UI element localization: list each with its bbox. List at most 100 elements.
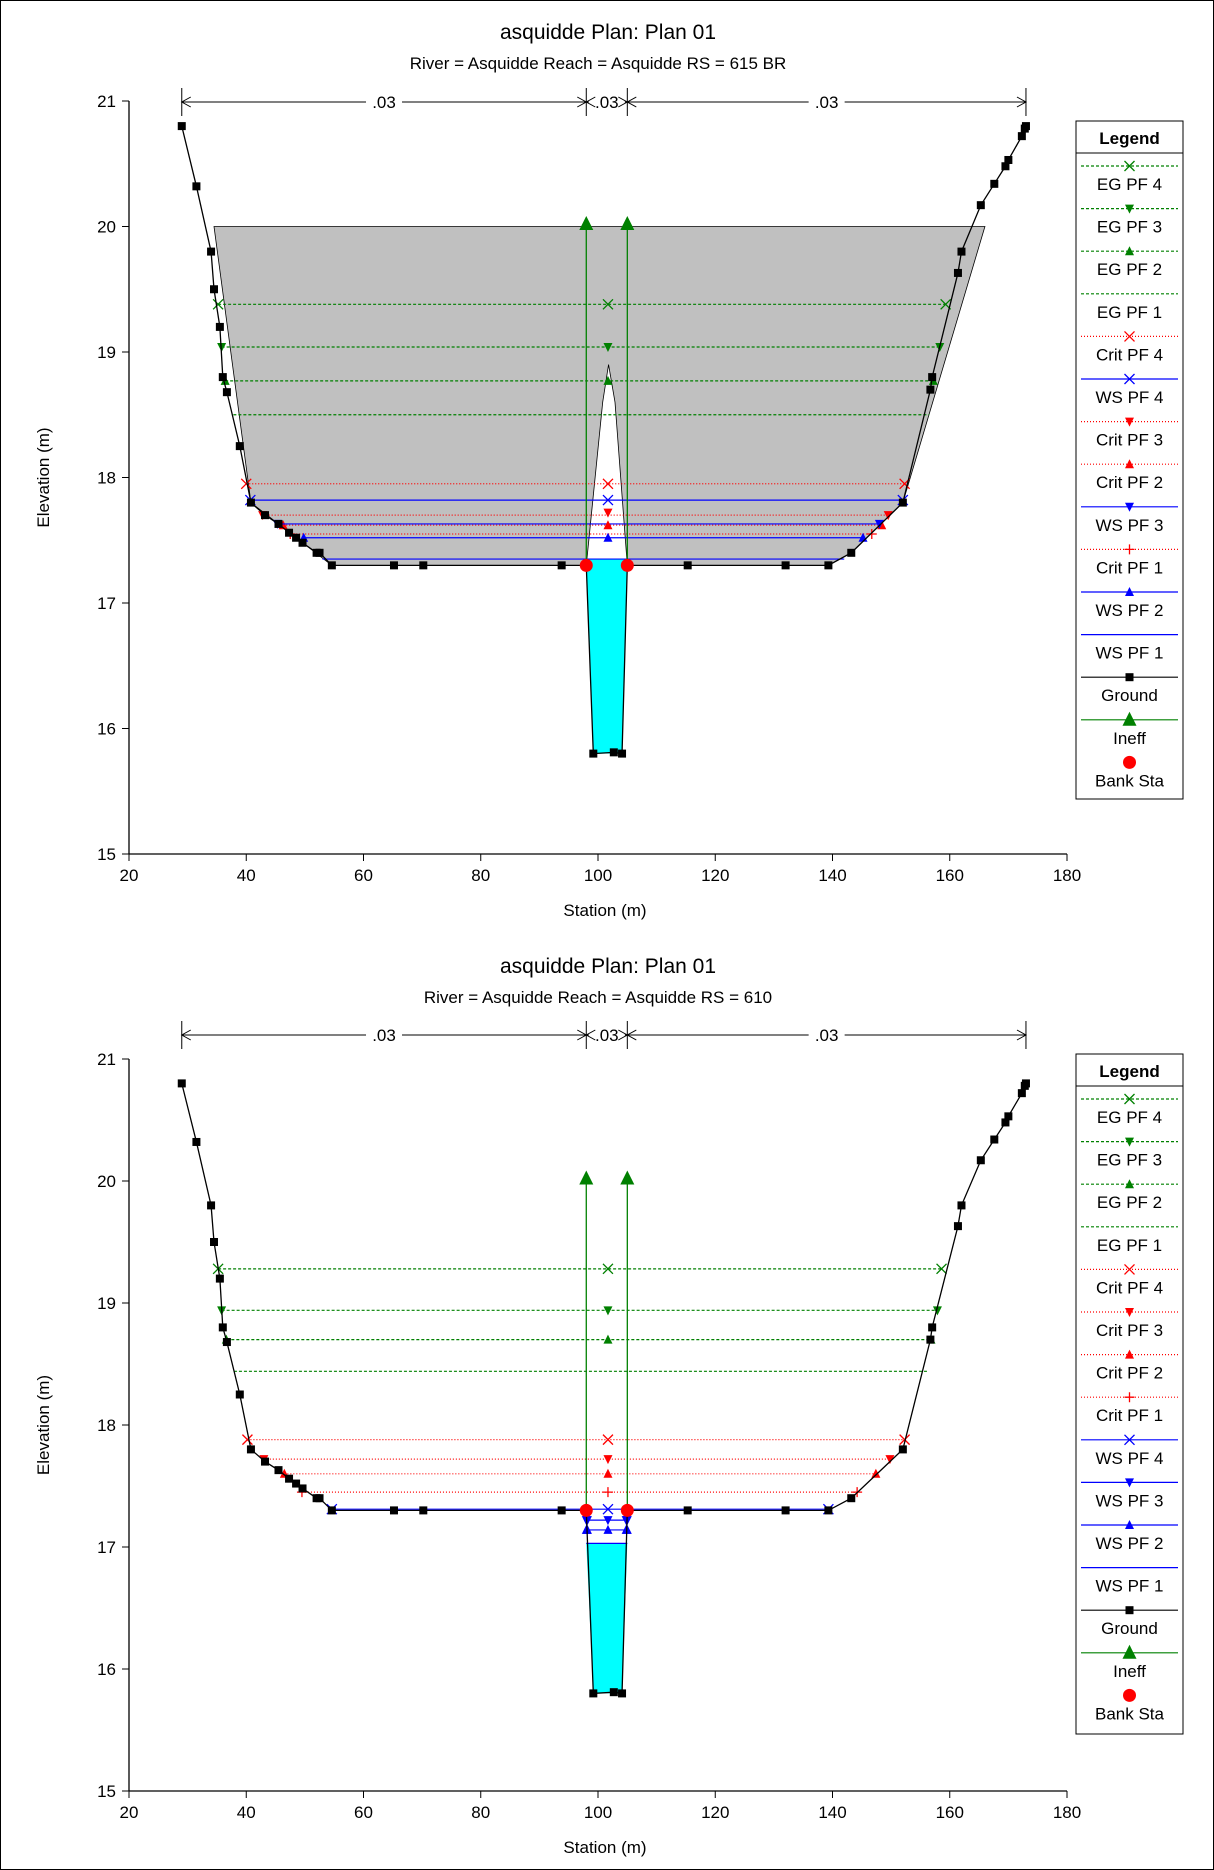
- bank-station: [579, 1503, 593, 1517]
- bank-station: [579, 558, 593, 572]
- n-value-label: .03: [815, 93, 839, 112]
- legend-label: Crit PF 3: [1096, 1321, 1163, 1340]
- ground-point: [207, 1201, 216, 1210]
- legend-marker: [1124, 373, 1135, 385]
- ground-point: [976, 201, 985, 210]
- legend-label: WS PF 2: [1095, 601, 1163, 620]
- legend-marker: [1125, 587, 1134, 596]
- ground-point: [419, 561, 428, 570]
- ground-point: [389, 1506, 398, 1515]
- x-axis-label: Station (m): [563, 1838, 646, 1857]
- ground-point: [315, 548, 324, 557]
- legend: Legend EG PF 4 EG PF 3 EG PF 2 EG PF 1 Crit P…: [1075, 120, 1184, 800]
- center-marker: [602, 1503, 614, 1515]
- x-tick-label: 40: [237, 866, 256, 885]
- ground-point: [953, 268, 962, 277]
- ground-point: [292, 1479, 301, 1488]
- n-arrow: [180, 96, 192, 108]
- ground-point: [1004, 1112, 1013, 1121]
- center-marker: [602, 298, 614, 310]
- legend-marker: [1124, 160, 1135, 172]
- center-marker: [603, 1455, 613, 1465]
- ground-point: [261, 511, 270, 520]
- ground-point: [274, 519, 283, 528]
- center-marker: [602, 1434, 614, 1446]
- center-marker: [582, 1516, 592, 1526]
- x-tick-label: 180: [1053, 1803, 1081, 1822]
- ground-point: [976, 1156, 985, 1165]
- ineff-marker: [579, 1170, 594, 1185]
- ground-point: [298, 538, 307, 547]
- legend-marker: [1122, 1644, 1137, 1659]
- legend-marker: [1124, 1093, 1135, 1105]
- ground-point: [192, 182, 201, 191]
- ground-point: [298, 1484, 307, 1493]
- legend-label: EG PF 2: [1097, 260, 1162, 279]
- legend-marker: [1125, 246, 1134, 256]
- y-tick-label: 20: [97, 218, 116, 237]
- ground-point: [246, 498, 255, 507]
- legend-label: Bank Sta: [1095, 1704, 1165, 1723]
- y-tick-label: 21: [97, 1050, 116, 1069]
- manning-n-bar: .03 .03 .03: [180, 1021, 1027, 1049]
- n-arrow: [180, 1029, 192, 1041]
- x-tick-label: 40: [237, 1803, 256, 1822]
- legend-title: Legend: [1099, 1062, 1159, 1081]
- legend-label: WS PF 3: [1095, 1491, 1163, 1510]
- ineff-marker: [620, 1170, 635, 1185]
- bridge-deck: [213, 226, 986, 566]
- y-tick-label: 17: [97, 594, 116, 613]
- plot-1: asquidde Plan: Plan 01 River = Asquidde R…: [34, 955, 1184, 1857]
- legend-marker: [1123, 1688, 1136, 1702]
- ground-point: [781, 1506, 790, 1515]
- x-tick-label: 140: [818, 1803, 846, 1822]
- chart-subtitle: River = Asquidde Reach = Asquidde RS = 6…: [424, 988, 772, 1007]
- n-arrow: [1016, 96, 1027, 108]
- y-axis-label: Elevation (m): [34, 1375, 53, 1475]
- ground-point: [327, 1506, 336, 1515]
- legend-marker: [1123, 755, 1136, 769]
- y-tick-label: 17: [97, 1538, 116, 1557]
- y-tick-label: 15: [97, 1782, 116, 1801]
- ground-point: [419, 1506, 428, 1515]
- ground-point: [235, 1390, 244, 1399]
- level-marker-left: [241, 1434, 253, 1446]
- x-tick-label: 20: [120, 866, 139, 885]
- ground-point: [389, 561, 398, 570]
- ground-point: [683, 561, 692, 570]
- n-arrow: [585, 96, 596, 108]
- ground-point: [926, 1335, 935, 1344]
- ground-point: [1017, 132, 1026, 141]
- legend-marker: [1125, 1179, 1134, 1189]
- legend-marker: [1125, 1349, 1134, 1359]
- ground-point: [1021, 122, 1030, 131]
- center-marker: [603, 508, 613, 518]
- legend-label: WS PF 4: [1095, 1449, 1163, 1468]
- center-marker: [603, 1468, 613, 1478]
- legend-marker: [1125, 204, 1134, 214]
- ground-point: [898, 1445, 907, 1454]
- legend-label: Crit PF 2: [1096, 473, 1163, 492]
- n-arrow: [1016, 1029, 1027, 1041]
- legend-marker: [1125, 1520, 1134, 1529]
- x-tick-label: 20: [120, 1803, 139, 1822]
- ground-point: [222, 1338, 231, 1347]
- legend-label: Ineff: [1113, 729, 1146, 748]
- x-tick-label: 100: [584, 866, 612, 885]
- x-tick-label: 60: [354, 866, 373, 885]
- legend-label: EG PF 2: [1097, 1193, 1162, 1212]
- ground-point: [847, 1494, 856, 1503]
- legend-label: Crit PF 2: [1096, 1364, 1163, 1383]
- ground-point: [218, 1323, 227, 1332]
- y-tick-label: 15: [97, 845, 116, 864]
- x-tick-label: 160: [936, 1803, 964, 1822]
- legend-marker: [1125, 459, 1134, 469]
- ground-point: [683, 1506, 692, 1515]
- legend-label: WS PF 4: [1095, 388, 1163, 407]
- ground-point: [215, 322, 224, 331]
- ground-point: [246, 1445, 255, 1454]
- legend-label: Ineff: [1113, 1662, 1146, 1681]
- y-tick-label: 21: [97, 92, 116, 111]
- center-marker: [621, 1516, 631, 1526]
- legend-label: EG PF 4: [1097, 175, 1162, 194]
